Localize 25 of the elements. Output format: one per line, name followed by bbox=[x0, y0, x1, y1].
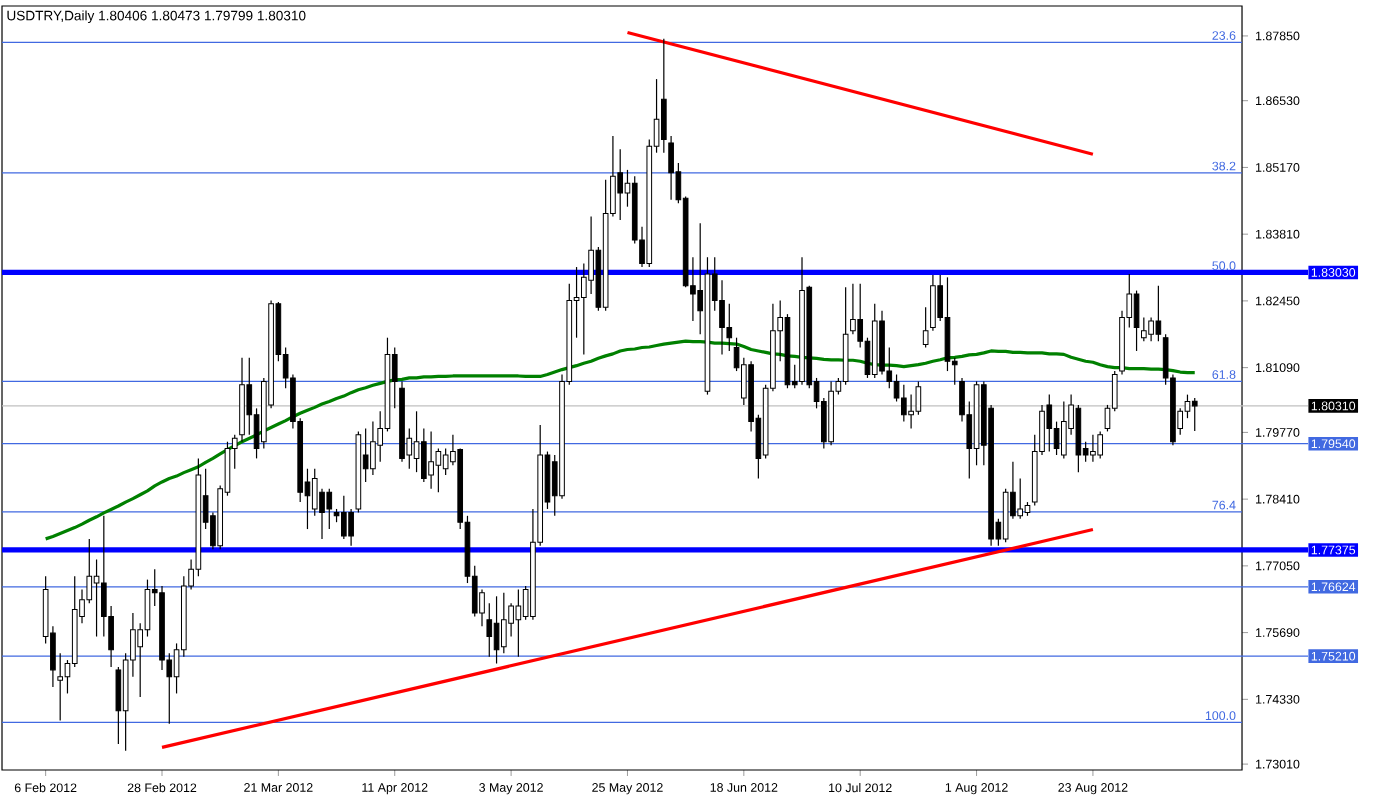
candlestick bbox=[1155, 285, 1162, 342]
candlestick bbox=[944, 276, 951, 372]
candlestick bbox=[908, 394, 914, 430]
candlestick bbox=[1097, 430, 1104, 460]
candlestick bbox=[1017, 477, 1024, 520]
candlestick bbox=[493, 595, 500, 665]
candlestick bbox=[501, 592, 507, 654]
candlestick bbox=[1148, 316, 1154, 342]
candlestick bbox=[1061, 400, 1067, 460]
candlestick bbox=[341, 495, 347, 540]
candlestick bbox=[719, 279, 725, 355]
candlestick bbox=[421, 427, 427, 483]
candlestick bbox=[515, 588, 522, 658]
candlestick bbox=[326, 488, 333, 530]
candlestick bbox=[1191, 397, 1198, 432]
candlestick bbox=[1046, 394, 1053, 453]
candlestick bbox=[428, 430, 434, 490]
candlestick bbox=[115, 666, 122, 745]
candlestick bbox=[1133, 289, 1140, 352]
candlestick bbox=[850, 283, 856, 335]
candlestick bbox=[1090, 434, 1096, 463]
candlestick bbox=[370, 421, 376, 476]
candlestick bbox=[413, 410, 420, 473]
candlestick bbox=[901, 384, 907, 423]
candlestick bbox=[842, 286, 849, 386]
